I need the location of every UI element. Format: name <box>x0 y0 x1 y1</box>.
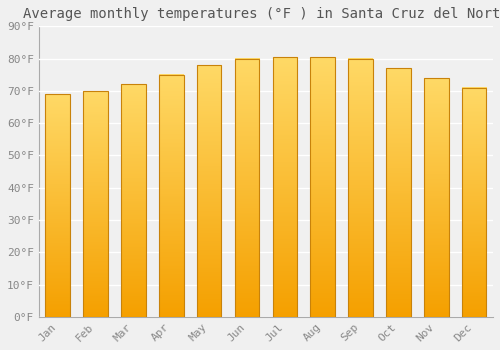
Bar <box>310 57 335 317</box>
Bar <box>310 57 335 317</box>
Bar <box>272 57 297 317</box>
Bar <box>386 68 410 317</box>
Bar <box>159 75 184 317</box>
Bar <box>46 94 70 317</box>
Bar <box>46 94 70 317</box>
Bar <box>272 57 297 317</box>
Bar <box>84 91 108 317</box>
Bar <box>424 78 448 317</box>
Bar <box>121 84 146 317</box>
Title: Average monthly temperatures (°F ) in Santa Cruz del Norte: Average monthly temperatures (°F ) in Sa… <box>23 7 500 21</box>
Bar <box>121 84 146 317</box>
Bar <box>348 58 373 317</box>
Bar <box>424 78 448 317</box>
Bar <box>197 65 222 317</box>
Bar <box>348 58 373 317</box>
Bar <box>462 88 486 317</box>
Bar <box>197 65 222 317</box>
Bar <box>234 58 260 317</box>
Bar <box>84 91 108 317</box>
Bar <box>462 88 486 317</box>
Bar <box>159 75 184 317</box>
Bar <box>234 58 260 317</box>
Bar <box>386 68 410 317</box>
